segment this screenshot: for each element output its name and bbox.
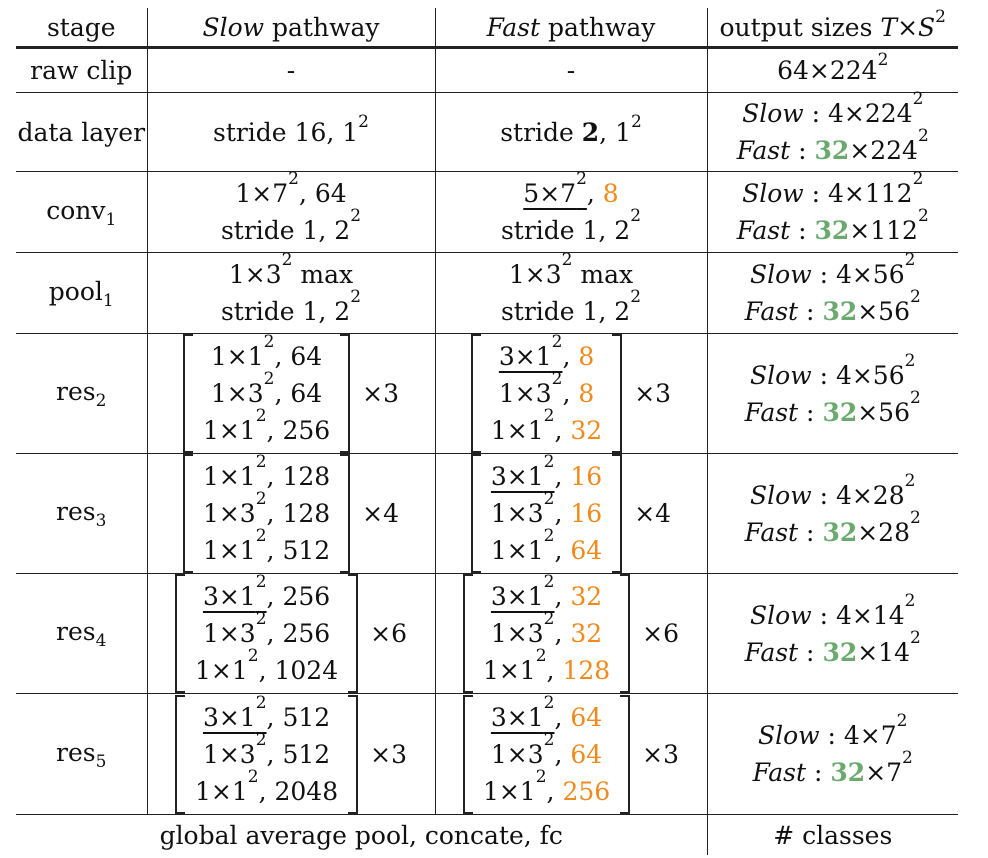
slow-res4: 3×12, 256 1×32, 256 1×12, 1024 ×6 xyxy=(146,573,435,694)
stage-pool1: pool1 xyxy=(16,252,147,334)
output-data: Slow : 4×2242 Fast : 32×2242 xyxy=(706,91,958,172)
fast-res5: 3×12, 64 1×32, 64 1×12, 256 ×3 xyxy=(434,693,707,815)
fast-res4: 3×12, 32 1×32, 32 1×12, 128 ×6 xyxy=(434,573,707,694)
row-data-layer: data layer stride 16, 12 stride 2, 12 Sl… xyxy=(16,91,958,172)
output-pool1: Slow : 4×562 Fast : 32×562 xyxy=(706,252,958,334)
fast-pool1: 1×32 max stride 1, 22 xyxy=(434,252,707,334)
stage-conv1: conv1 xyxy=(16,171,147,253)
stage-res2: res2 xyxy=(16,333,147,454)
fast-res2: 3×12, 8 1×32, 8 1×12, 32 ×3 xyxy=(434,333,707,454)
fast-res4-bracket: 3×12, 32 1×32, 32 1×12, 128 xyxy=(462,574,631,693)
header-output: output sizes T×S2 xyxy=(706,8,958,49)
fast-conv1: 5×72, 8 stride 1, 22 xyxy=(434,171,707,253)
row-pool1: pool1 1×32 max stride 1, 22 1×32 max str… xyxy=(16,252,958,334)
footer-row: global average pool, concate, fc # class… xyxy=(16,814,958,855)
stage-data: data layer xyxy=(16,92,147,172)
slow-res4-bracket: 3×12, 256 1×32, 256 1×12, 1024 xyxy=(175,574,359,693)
header-row: stage Slow pathway Fast pathway output s… xyxy=(16,8,958,49)
row-res3: res3 1×12, 128 1×32, 128 1×12, 512 ×4 3×… xyxy=(16,453,958,574)
output-res3: Slow : 4×282 Fast : 32×282 xyxy=(706,453,958,574)
output-conv1: Slow : 4×1122 Fast : 32×1122 xyxy=(706,171,958,253)
header-stage: stage xyxy=(16,8,147,49)
row-raw-clip: raw clip - - 64×2242 xyxy=(16,47,958,93)
fast-res5-bracket: 3×12, 64 1×32, 64 1×12, 256 xyxy=(462,694,631,814)
footer-left: global average pool, concate, fc xyxy=(16,814,707,855)
architecture-table: stage Slow pathway Fast pathway output s… xyxy=(16,8,958,855)
slow-conv1: 1×72, 64 stride 1, 22 xyxy=(146,171,435,253)
fast-res3: 3×12, 16 1×32, 16 1×12, 64 ×4 xyxy=(434,453,707,574)
slow-res2-bracket: 1×12, 64 1×32, 64 1×12, 256 xyxy=(182,334,351,453)
stage-res4: res4 xyxy=(16,573,147,694)
output-res5: Slow : 4×72 Fast : 32×72 xyxy=(706,693,958,815)
row-res2: res2 1×12, 64 1×32, 64 1×12, 256 ×3 3×12… xyxy=(16,333,958,454)
fast-res3-bracket: 3×12, 16 1×32, 16 1×12, 64 xyxy=(470,454,623,573)
slow-pool1: 1×32 max stride 1, 22 xyxy=(146,252,435,334)
slow-res3: 1×12, 128 1×32, 128 1×12, 512 ×4 xyxy=(146,453,435,574)
row-conv1: conv1 1×72, 64 stride 1, 22 5×72, 8 stri… xyxy=(16,171,958,253)
stage-raw: raw clip xyxy=(30,56,133,85)
header-fast: Fast pathway xyxy=(434,8,707,49)
slow-res2: 1×12, 64 1×32, 64 1×12, 256 ×3 xyxy=(146,333,435,454)
fast-raw: - xyxy=(434,47,707,93)
slow-res5-bracket: 3×12, 512 1×32, 512 1×12, 2048 xyxy=(175,694,359,814)
footer-right: # classes xyxy=(706,814,958,855)
slow-raw: - xyxy=(146,47,435,93)
output-res2: Slow : 4×562 Fast : 32×562 xyxy=(706,333,958,454)
slow-res5: 3×12, 512 1×32, 512 1×12, 2048 ×3 xyxy=(146,693,435,815)
row-res4: res4 3×12, 256 1×32, 256 1×12, 1024 ×6 3… xyxy=(16,573,958,694)
output-raw: 64×2242 xyxy=(706,47,958,93)
slow-res3-bracket: 1×12, 128 1×32, 128 1×12, 512 xyxy=(182,454,351,573)
architecture-table-wrap: stage Slow pathway Fast pathway output s… xyxy=(16,8,958,855)
header-slow: Slow pathway xyxy=(146,8,435,49)
fast-data: stride 2, 12 xyxy=(434,92,707,172)
stage-res3: res3 xyxy=(16,453,147,574)
output-res4: Slow : 4×142 Fast : 32×142 xyxy=(706,573,958,694)
stage-res5: res5 xyxy=(16,693,147,815)
fast-res2-bracket: 3×12, 8 1×32, 8 1×12, 32 xyxy=(470,334,623,453)
slow-data: stride 16, 12 xyxy=(146,92,435,172)
row-res5: res5 3×12, 512 1×32, 512 1×12, 2048 ×3 3… xyxy=(16,693,958,815)
